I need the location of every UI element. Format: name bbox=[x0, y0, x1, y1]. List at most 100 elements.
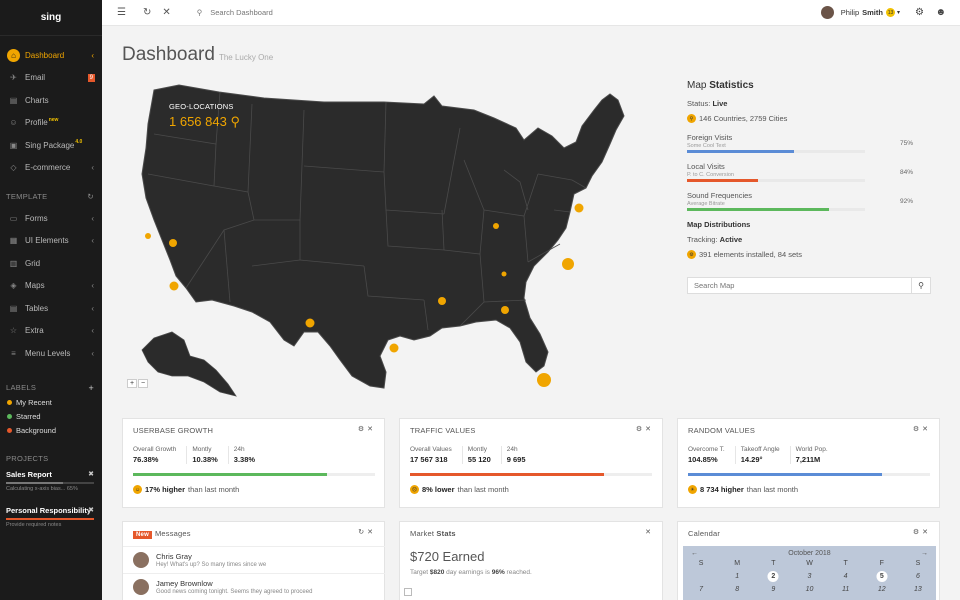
calendar-day[interactable]: 6 bbox=[900, 573, 936, 580]
target-c: reached. bbox=[506, 569, 532, 576]
calendar-day[interactable]: 12 bbox=[864, 586, 900, 593]
search-icon: ⚲ bbox=[918, 281, 924, 290]
app-logo[interactable]: sing bbox=[0, 0, 102, 36]
sidebar-item-ui-elements[interactable]: ▦ UI Elements ‹ bbox=[0, 230, 102, 253]
refresh-icon[interactable]: ↻ bbox=[87, 191, 94, 201]
sidebar-item-e-commerce[interactable]: ◇ E-commerce ‹ bbox=[0, 157, 102, 180]
close-icon[interactable]: ✕ bbox=[645, 426, 654, 433]
search-input[interactable] bbox=[210, 8, 411, 17]
location-marker bbox=[438, 297, 446, 305]
chat-icon[interactable]: ☻ bbox=[935, 7, 946, 18]
tracking-row: Tracking: Active bbox=[687, 235, 931, 244]
map-statistics-panel: Map Statistics Status: Live ⚲ 146 Countri… bbox=[687, 80, 931, 294]
zoom-in-button[interactable]: + bbox=[127, 379, 137, 388]
stat-value: 14.29° bbox=[740, 455, 763, 464]
gear-icon[interactable]: ⚙ bbox=[912, 529, 923, 536]
widget-note-text: than last month bbox=[457, 485, 509, 494]
calendar-day[interactable]: 11 bbox=[828, 586, 864, 593]
close-icon[interactable]: ✕ bbox=[922, 529, 931, 536]
usa-map[interactable] bbox=[124, 70, 644, 410]
chevron-left-icon: ‹ bbox=[91, 163, 94, 173]
widget-note: ☹ 8% lower than last month bbox=[410, 485, 509, 494]
hamburger-menu-icon[interactable]: ☰ bbox=[117, 7, 126, 18]
calendar-day[interactable]: 2 bbox=[755, 573, 791, 580]
plus-icon[interactable]: + bbox=[88, 382, 94, 393]
stat-column: Takeoff Angle 14.29° bbox=[741, 446, 791, 464]
gear-icon[interactable]: ⚙ bbox=[915, 7, 924, 18]
close-icon[interactable]: ✕ bbox=[645, 529, 654, 536]
close-icon[interactable]: ✕ bbox=[367, 529, 376, 536]
sidebar-item-label: Forms bbox=[25, 213, 48, 223]
message-content: Chris Gray Hey! What's up? So many times … bbox=[156, 552, 266, 568]
calendar-day[interactable]: 5 bbox=[864, 573, 900, 580]
search-map-input[interactable] bbox=[688, 281, 911, 290]
location-marker bbox=[562, 258, 574, 270]
calendar-day[interactable]: 8 bbox=[719, 586, 755, 593]
weekday-label: F bbox=[879, 560, 884, 567]
label-starred[interactable]: Starred bbox=[0, 410, 102, 424]
target-a: Target bbox=[410, 569, 429, 576]
close-icon[interactable]: ✕ bbox=[922, 426, 931, 433]
label-my-recent[interactable]: My Recent bbox=[0, 396, 102, 410]
label-background[interactable]: Background bbox=[0, 424, 102, 438]
zoom-out-button[interactable]: − bbox=[138, 379, 148, 388]
calendar-day[interactable]: 10 bbox=[791, 586, 827, 593]
calendar-day-number: 9 bbox=[771, 586, 776, 593]
calendar-day[interactable]: 4 bbox=[828, 573, 864, 580]
widget-stats: Overall Values 17 567 318 Montly 55 120 24h 9… bbox=[410, 446, 541, 464]
calendar-day[interactable]: 13 bbox=[900, 586, 936, 593]
message-item[interactable]: Chris Gray Hey! What's up? So many times … bbox=[123, 546, 385, 573]
calendar-day[interactable]: 3 bbox=[791, 573, 827, 580]
calendar-day[interactable]: 7 bbox=[683, 586, 719, 593]
stat-column: Montly 10.38% bbox=[192, 446, 229, 464]
user-first-name: Philip bbox=[840, 8, 860, 17]
sidebar-item-tables[interactable]: ▤ Tables ‹ bbox=[0, 297, 102, 320]
market-stats-widget: Market Stats ✕ $720 Earned Target $820 d… bbox=[399, 521, 663, 600]
label-text: My Recent bbox=[16, 398, 52, 407]
sidebar-item-maps[interactable]: ◈ Maps ‹ bbox=[0, 275, 102, 298]
project-sales-report[interactable]: Sales Report ✖ Calculating x-axis bias... … bbox=[0, 470, 102, 492]
refresh-icon[interactable]: ↻ bbox=[358, 529, 368, 536]
target-b: day earnings is bbox=[446, 569, 490, 576]
project-personal-responsibility[interactable]: Personal Responsibility ✖ Provide required… bbox=[0, 506, 102, 528]
stat-label: 24h bbox=[506, 446, 518, 453]
sidebar-item-forms[interactable]: ▭ Forms ‹ bbox=[0, 207, 102, 230]
sidebar-item-sing-package[interactable]: ▣ Sing Package 4.0 bbox=[0, 134, 102, 157]
next-month-button[interactable]: → bbox=[920, 550, 928, 557]
progress-foreign-visits: Foreign Visits Some Cool Text 75% bbox=[687, 133, 931, 153]
gear-icon[interactable]: ⚙ bbox=[635, 426, 646, 433]
calendar-day[interactable]: 1 bbox=[719, 573, 755, 580]
calendar-day-number: 10 bbox=[805, 586, 814, 593]
sidebar-item-extra[interactable]: ☆ Extra ‹ bbox=[0, 320, 102, 343]
calendar-day-number: 4 bbox=[843, 573, 848, 580]
gear-icon[interactable]: ⚙ bbox=[912, 426, 923, 433]
progress-track bbox=[687, 179, 865, 182]
target-text: Target $820 day earnings is 96% reached. bbox=[410, 569, 532, 576]
stat-column: Montly 55 120 bbox=[468, 446, 502, 464]
sidebar-item-grid[interactable]: ▥ Grid bbox=[0, 252, 102, 275]
widget-progress-bar bbox=[133, 473, 375, 476]
close-icon[interactable]: ✖ bbox=[88, 506, 94, 514]
sidebar-item-email[interactable]: ✈ Email 9 bbox=[0, 67, 102, 90]
close-icon[interactable]: ✕ bbox=[367, 426, 376, 433]
user-menu[interactable]: Philip Smith 13 ▾ bbox=[820, 6, 900, 19]
message-item[interactable]: Jamey Brownlow Good news coming tonight. … bbox=[123, 573, 385, 600]
calendar-day[interactable]: 9 bbox=[755, 586, 791, 593]
sidebar-item-charts[interactable]: ▤ Charts bbox=[0, 89, 102, 112]
widget-note-strong: 17% higher bbox=[145, 485, 186, 494]
labels-section-label: LABELS bbox=[6, 383, 37, 392]
search-map-button[interactable]: ⚲ bbox=[911, 278, 930, 293]
checkbox[interactable] bbox=[404, 588, 412, 596]
sidebar-item-profile[interactable]: ☺ Profile new bbox=[0, 112, 102, 135]
sidebar-item-menu-levels[interactable]: ≡ Menu Levels ‹ bbox=[0, 342, 102, 365]
prev-month-button[interactable]: ← bbox=[691, 550, 698, 557]
sidebar-item-dashboard[interactable]: ⌂ Dashboard ‹ bbox=[0, 44, 102, 67]
close-icon[interactable]: ✕ bbox=[162, 7, 171, 18]
close-icon[interactable]: ✖ bbox=[88, 470, 94, 478]
geo-locations-label: GEO-LOCATIONS bbox=[169, 102, 234, 111]
stat-column: World Pop. 7,211M bbox=[796, 446, 838, 464]
refresh-icon[interactable]: ↻ bbox=[142, 7, 152, 18]
calendar-widget: Calendar ⚙✕ ← October 2018 → SMTWTFS3012… bbox=[677, 521, 940, 600]
user-last-name: Smith bbox=[862, 8, 883, 17]
gear-icon[interactable]: ⚙ bbox=[357, 426, 368, 433]
